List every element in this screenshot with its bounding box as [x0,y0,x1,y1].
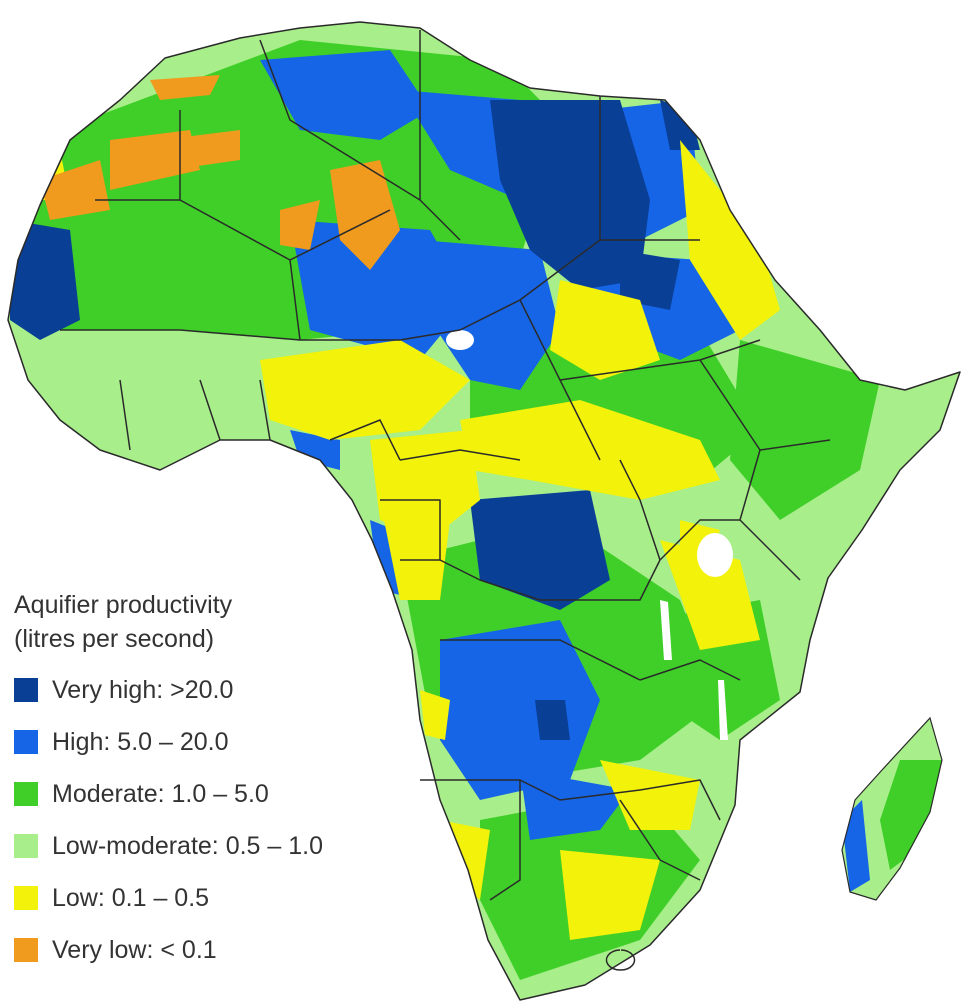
legend-item-moderate: Moderate: 1.0 – 5.0 [14,768,414,820]
legend-swatch-very-low [14,938,38,962]
very-low-zones [40,75,400,270]
legend-title-line1: Aquifier productivity [14,591,233,619]
legend-list: Very high: >20.0 High: 5.0 – 20.0 Modera… [14,664,414,976]
lake-chad [446,330,474,350]
legend-label-moderate: Moderate: 1.0 – 5.0 [52,779,269,808]
legend-item-low: Low: 0.1 – 0.5 [14,872,414,924]
legend-label-low-moderate: Low-moderate: 0.5 – 1.0 [52,831,323,860]
legend: Aquifier productivity (litres per second… [14,588,414,976]
madagascar [841,716,943,901]
legend-swatch-moderate [14,782,38,806]
legend-item-low-moderate: Low-moderate: 0.5 – 1.0 [14,820,414,872]
madagascar-border [841,716,943,901]
legend-item-very-high: Very high: >20.0 [14,664,414,716]
country-borders [7,21,961,1001]
legend-swatch-low-moderate [14,834,38,858]
lakes [446,330,733,740]
legend-label-low: Low: 0.1 – 0.5 [52,883,210,912]
low-zones [8,130,780,940]
legend-label-high: High: 5.0 – 20.0 [52,727,229,756]
legend-item-very-low: Very low: < 0.1 [14,924,414,976]
lake-tanganyika [660,600,672,660]
legend-label-very-low: Very low: < 0.1 [52,935,217,964]
legend-swatch-high [14,730,38,754]
very-high-zones [10,100,700,740]
africa-mainland [7,21,961,1001]
lake-victoria [697,533,733,577]
legend-item-high: High: 5.0 – 20.0 [14,716,414,768]
legend-label-very-high: Very high: >20.0 [52,675,234,704]
legend-swatch-low [14,886,38,910]
legend-title-line2: (litres per second) [14,625,215,653]
legend-swatch-very-high [14,678,38,702]
lake-malawi [718,680,728,740]
